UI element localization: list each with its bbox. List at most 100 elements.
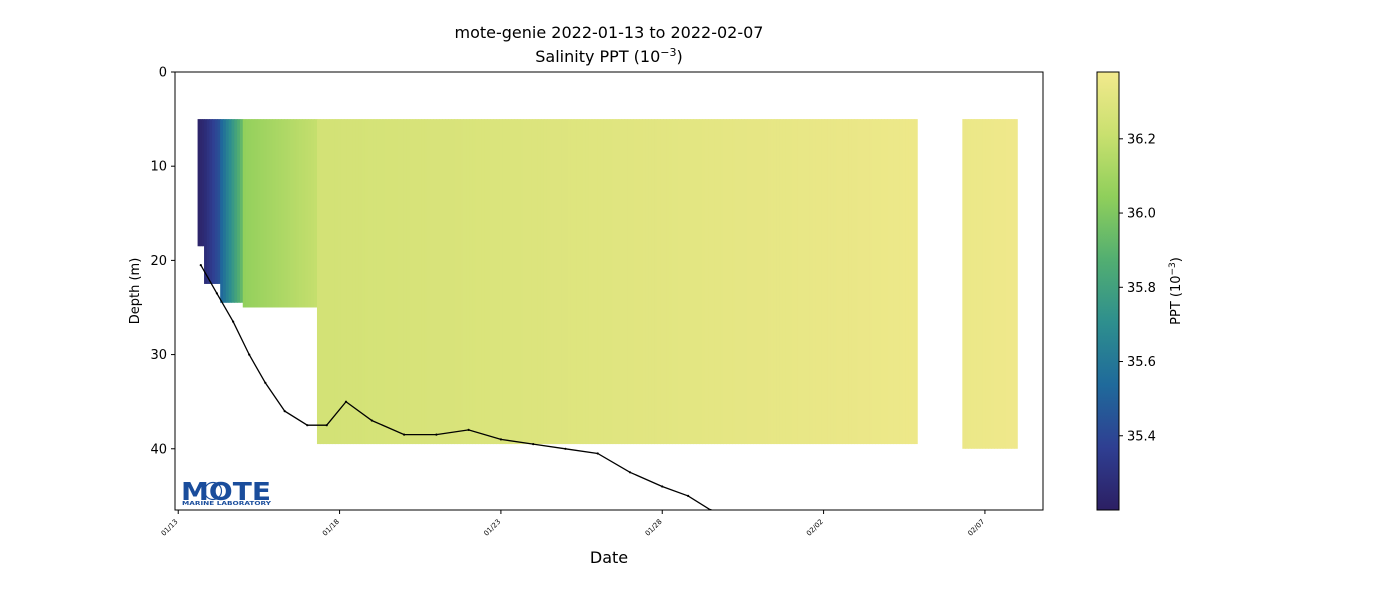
salinity-strip xyxy=(412,119,417,445)
salinity-strip xyxy=(257,119,262,308)
salinity-strip xyxy=(779,119,784,445)
bottom-depth-point xyxy=(370,419,373,422)
salinity-strip xyxy=(427,119,432,445)
salinity-strip xyxy=(382,119,387,445)
bottom-depth-point xyxy=(306,424,309,427)
salinity-strip xyxy=(334,119,339,445)
salinity-strip xyxy=(970,119,975,449)
salinity-strip xyxy=(534,119,539,445)
salinity-strip xyxy=(409,119,414,445)
salinity-strip xyxy=(358,119,363,445)
salinity-strip xyxy=(761,119,766,445)
salinity-strip xyxy=(657,119,661,445)
salinity-strip xyxy=(379,119,384,445)
salinity-strip xyxy=(785,119,790,445)
salinity-strip xyxy=(225,119,230,303)
x-axis: 01/13 01/18 01/23 01/28 02/02 02/07 xyxy=(160,510,986,538)
salinity-strip xyxy=(636,119,641,445)
salinity-strip xyxy=(352,119,357,445)
salinity-strip xyxy=(355,119,360,445)
salinity-strip xyxy=(540,119,545,445)
salinity-strip xyxy=(528,119,533,445)
salinity-segment xyxy=(316,119,918,445)
salinity-strip xyxy=(999,119,1004,449)
salinity-strip xyxy=(370,119,375,445)
salinity-strip xyxy=(576,119,581,445)
salinity-strip xyxy=(460,119,464,445)
salinity-strip xyxy=(794,119,799,445)
salinity-strip xyxy=(484,119,488,445)
salinity-strip xyxy=(914,119,918,445)
salinity-strip xyxy=(714,119,718,445)
salinity-strip xyxy=(567,119,572,445)
salinity-strip xyxy=(893,119,897,445)
y-axis-label: Depth (m) xyxy=(128,258,143,325)
salinity-strip xyxy=(767,119,772,445)
salinity-strip xyxy=(445,119,449,445)
salinity-strip xyxy=(827,119,832,445)
salinity-strip xyxy=(448,119,452,445)
salinity-strip xyxy=(266,119,271,308)
salinity-strip xyxy=(212,119,216,284)
bottom-depth-point xyxy=(628,471,632,474)
salinity-strip xyxy=(881,119,885,445)
salinity-strip xyxy=(693,119,697,445)
salinity-strip xyxy=(764,119,769,445)
colorbar-tick-label: 36.2 xyxy=(1127,132,1156,147)
salinity-strip xyxy=(331,119,336,445)
salinity-strip xyxy=(457,119,461,445)
salinity-strip xyxy=(603,119,608,445)
colorbar-axis: 35.4 35.6 35.8 36.0 36.2 xyxy=(1119,132,1156,444)
salinity-strip xyxy=(582,119,587,445)
salinity-strip xyxy=(424,119,429,445)
salinity-strip xyxy=(708,119,712,445)
salinity-strip xyxy=(681,119,685,445)
salinity-strip xyxy=(612,119,617,445)
colorbar-tick-label: 35.6 xyxy=(1127,355,1156,370)
salinity-strip xyxy=(373,119,378,445)
salinity-strip xyxy=(490,119,494,445)
salinity-strip xyxy=(469,119,473,445)
salinity-strip xyxy=(397,119,402,445)
salinity-strip xyxy=(364,119,369,445)
salinity-strip xyxy=(1008,119,1013,449)
salinity-strip xyxy=(400,119,405,445)
salinity-strip xyxy=(433,119,438,445)
salinity-strip xyxy=(740,119,745,445)
salinity-strip xyxy=(555,119,560,445)
salinity-strip xyxy=(594,119,599,445)
salinity-strip xyxy=(600,119,605,445)
salinity-strip xyxy=(1002,119,1007,449)
salinity-strip xyxy=(711,119,715,445)
salinity-strip xyxy=(391,119,396,445)
y-tick-label: 0 xyxy=(159,66,167,81)
salinity-strip xyxy=(543,119,548,445)
salinity-strip xyxy=(845,119,850,445)
salinity-strip xyxy=(523,119,527,445)
bottom-depth-point xyxy=(499,438,502,441)
salinity-strip xyxy=(791,119,796,445)
salinity-strip xyxy=(561,119,566,445)
colorbar-label: PPT (10−3) xyxy=(1168,257,1184,325)
bottom-depth-point xyxy=(344,400,348,403)
salinity-strip xyxy=(269,119,274,308)
salinity-strip xyxy=(436,119,441,445)
salinity-strip xyxy=(812,119,817,445)
salinity-strip xyxy=(687,119,691,445)
salinity-strip xyxy=(815,119,820,445)
salinity-strip xyxy=(699,119,703,445)
salinity-strip xyxy=(996,119,1001,449)
salinity-strip xyxy=(570,119,575,445)
salinity-strip xyxy=(866,119,870,445)
salinity-strip xyxy=(305,119,309,308)
salinity-strip xyxy=(206,119,211,284)
salinity-strip xyxy=(597,119,602,445)
bottom-depth-point xyxy=(467,428,470,431)
salinity-strip xyxy=(896,119,900,445)
salinity-strip xyxy=(666,119,670,445)
salinity-strip xyxy=(308,119,312,308)
salinity-strip xyxy=(514,119,518,445)
salinity-strip xyxy=(496,119,500,445)
salinity-strip xyxy=(197,119,201,247)
salinity-strip xyxy=(254,119,259,308)
